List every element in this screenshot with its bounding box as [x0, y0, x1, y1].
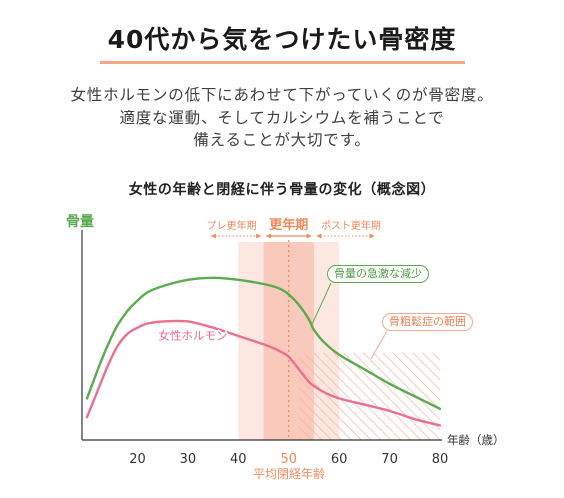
period-label-pre-menopause: プレ更年期 [207, 219, 257, 232]
x-tick-label: 20 [129, 452, 146, 467]
x-axis-label: 年齢（歳） [447, 433, 505, 447]
leader-line-rapid-bone-loss [311, 282, 332, 324]
female-hormone-curve [85, 319, 442, 427]
menopause-age-label: 平均閉経年齢 [252, 467, 325, 481]
leader-line-osteoporosis-range [370, 330, 388, 360]
x-tick-label: 50 [280, 452, 297, 467]
intro-line: 備えることが大切です。 [193, 131, 371, 149]
title-underline [100, 61, 465, 64]
bone-mass-curve [85, 276, 442, 410]
x-tick-label: 30 [180, 452, 197, 467]
osteoporosis-range-area [298, 352, 440, 440]
x-tick-label: 40 [230, 452, 247, 467]
intro-line: 適度な運動、そしてカルシウムを補うことで [119, 108, 445, 127]
intro-text: 女性ホルモンの低下にあわせて下がっていくのが骨密度。 適度な運動、そしてカルシウ… [0, 84, 564, 152]
x-tick-label: 70 [381, 452, 398, 467]
x-tick-label: 80 [432, 452, 449, 467]
y-axis-label: 骨量 [66, 214, 94, 230]
page-title: 40代から気をつけたい骨密度 [107, 25, 457, 54]
intro-line: 女性ホルモンの低下にあわせて下がっていくのが骨密度。 [70, 86, 494, 104]
x-tick-label: 60 [331, 452, 348, 467]
callout-osteoporosis-range: 骨粗鬆症の範囲 [382, 313, 473, 331]
period-label-post-menopause: ポスト更年期 [321, 219, 381, 232]
period-label-menopause: 更年期 [269, 217, 308, 233]
callout-rapid-bone-loss: 骨量の急激な減少 [327, 265, 429, 283]
series-label-female-hormone: 女性ホルモン [158, 329, 227, 343]
chart-title: 女性の年齢と閉経に伴う骨量の変化（概念図） [128, 182, 436, 198]
